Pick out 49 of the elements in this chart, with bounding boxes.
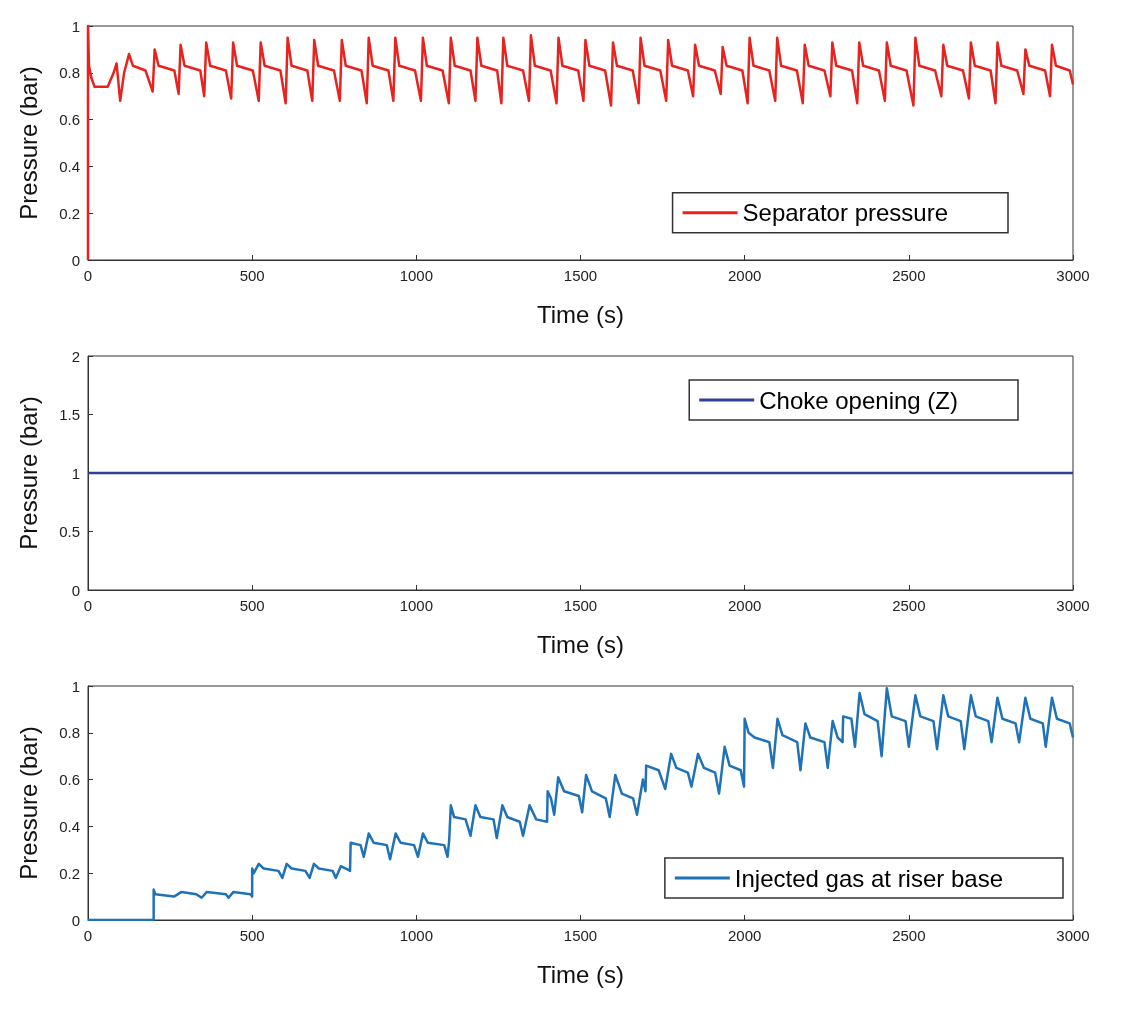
x-tick-label: 1000 [399, 597, 434, 614]
x-tick-label: 500 [239, 597, 265, 614]
legend-label: Separator pressure [742, 199, 949, 227]
x-tick-label: 0 [83, 597, 93, 614]
legend-label: Injected gas at riser base [734, 864, 1004, 892]
y-tick-label: 0.4 [59, 817, 80, 835]
y-tick-label: 1.5 [59, 406, 80, 423]
y-tick-label: 0.4 [59, 157, 80, 175]
x-tick-label: 2500 [892, 597, 926, 614]
y-tick-label: 0.5 [59, 523, 80, 540]
y-tick-label: 0 [71, 251, 80, 269]
x-tick-label: 500 [239, 927, 265, 944]
y-tick-label: 0.8 [59, 724, 80, 742]
x-tick-label: 3000 [1056, 267, 1090, 284]
y-tick-label: 1 [71, 464, 80, 482]
y-tick-label: 0 [71, 911, 80, 929]
x-tick-label: 2000 [727, 927, 762, 944]
x-tick-label: 2000 [727, 267, 762, 284]
x-axis-title: Time (s) [536, 630, 625, 658]
y-tick-label: 0.6 [59, 771, 80, 789]
line-series [86, 687, 1075, 922]
x-tick-label: 1500 [563, 927, 598, 944]
x-tick-label: 500 [239, 267, 265, 284]
x-tick-label: 2500 [892, 267, 926, 284]
y-axis-title: Pressure (bar) [14, 396, 42, 550]
x-tick-label: 1000 [399, 927, 434, 944]
y-tick-label: 0.8 [59, 64, 80, 82]
x-axis-title: Time (s) [536, 300, 625, 328]
line-series [86, 24, 1075, 262]
y-tick-label: 0 [71, 581, 80, 599]
y-tick-label: 0.2 [59, 204, 80, 222]
x-tick-label: 0 [83, 267, 93, 284]
y-tick-label: 1 [71, 17, 80, 35]
x-tick-label: 3000 [1056, 597, 1090, 614]
x-tick-label: 3000 [1056, 927, 1090, 944]
x-axis-title: Time (s) [536, 960, 625, 988]
legend-label: Choke opening (Z) [759, 386, 959, 414]
y-tick-label: 1 [71, 677, 80, 695]
y-tick-label: 0.2 [59, 864, 80, 882]
y-axis-title: Pressure (bar) [14, 66, 42, 220]
x-tick-label: 1500 [563, 267, 598, 284]
x-tick-label: 2500 [892, 927, 926, 944]
y-tick-label: 0.6 [59, 111, 80, 129]
x-tick-label: 1500 [563, 597, 598, 614]
y-tick-label: 2 [71, 347, 80, 365]
x-tick-label: 2000 [727, 597, 762, 614]
x-tick-label: 1000 [399, 267, 434, 284]
x-tick-label: 0 [83, 927, 93, 944]
y-axis-title: Pressure (bar) [14, 726, 42, 880]
